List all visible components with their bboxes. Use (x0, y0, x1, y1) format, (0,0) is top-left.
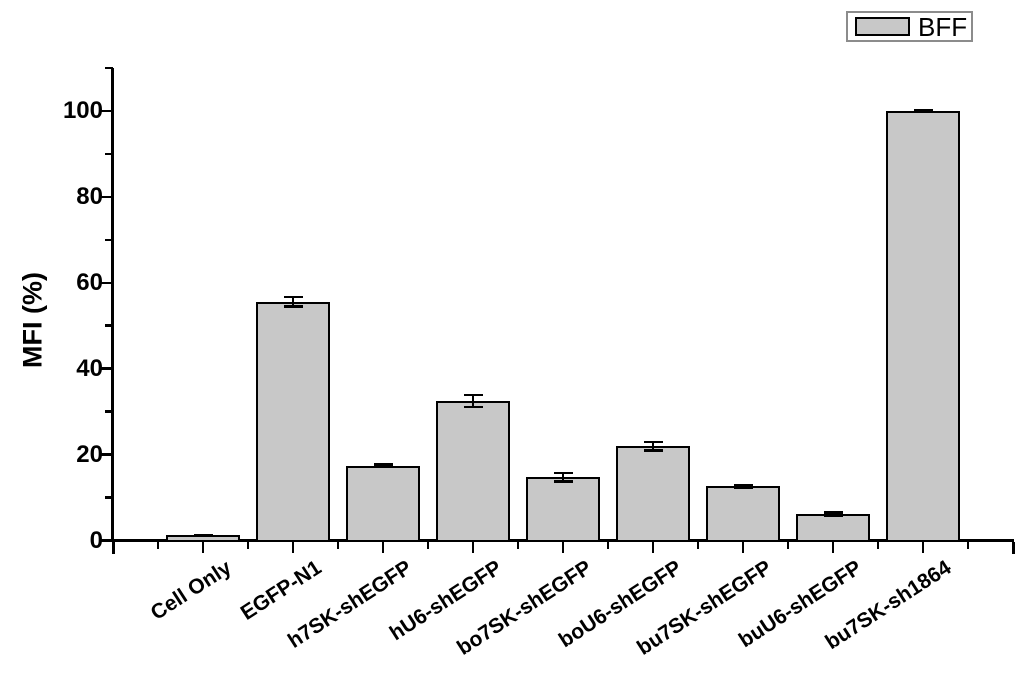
error-bar-cap-bottom (643, 449, 663, 452)
y-axis-line (110, 68, 114, 540)
y-major-tick (100, 195, 113, 199)
error-bar-cap-bottom (823, 514, 843, 518)
y-major-tick (100, 453, 113, 456)
x-minor-tick (786, 541, 790, 549)
error-bar-line (651, 442, 655, 451)
bar (886, 110, 960, 541)
error-bar-cap-bottom (283, 305, 303, 308)
x-minor-tick (426, 541, 430, 549)
x-major-tick (561, 541, 565, 553)
y-tick-label: 60 (76, 268, 103, 296)
x-major-tick (831, 541, 835, 553)
x-minor-tick (246, 541, 250, 549)
error-bar-line (561, 473, 565, 482)
bar (616, 446, 690, 541)
error-bar-line (291, 296, 295, 307)
legend: BFF (846, 11, 973, 42)
legend-swatch (855, 17, 910, 36)
x-minor-tick (516, 541, 520, 549)
y-tick-label: 100 (62, 96, 103, 124)
error-bar-cap-bottom (913, 110, 933, 114)
error-bar-cap-bottom (553, 480, 573, 483)
error-bar-cap-top (733, 483, 753, 487)
y-major-tick (100, 109, 113, 113)
error-bar-cap-top (283, 295, 303, 299)
error-bar-line (831, 512, 835, 516)
error-bar-cap-top (553, 471, 573, 475)
error-bar-cap-top (463, 393, 483, 397)
x-axis-line (110, 539, 1014, 542)
y-tick-label: 40 (76, 354, 103, 382)
x-major-tick (741, 541, 745, 553)
y-minor-tick (105, 152, 113, 156)
error-bar-cap-bottom (373, 465, 393, 469)
x-minor-tick (696, 541, 700, 549)
error-bar-line (471, 394, 475, 407)
x-minor-tick (606, 541, 610, 549)
x-end-tick (1011, 541, 1015, 554)
x-minor-tick (966, 541, 970, 549)
y-tick-label: 80 (76, 182, 103, 210)
bar (796, 514, 870, 541)
bar (256, 301, 330, 541)
x-end-tick (111, 541, 115, 554)
bar (706, 486, 780, 541)
x-major-tick (291, 541, 295, 553)
y-minor-tick (105, 324, 113, 327)
bar (526, 477, 600, 541)
error-bar-cap-top (373, 463, 393, 466)
error-bar-cap-bottom (463, 405, 483, 409)
y-minor-tick (105, 238, 113, 242)
bar (436, 400, 510, 541)
x-major-tick (921, 541, 925, 553)
x-major-tick (651, 541, 655, 553)
error-bar-cap-bottom (193, 534, 213, 538)
y-major-tick (100, 367, 113, 370)
x-major-tick (201, 541, 205, 553)
y-minor-tick (105, 410, 113, 413)
y-minor-tick (105, 496, 113, 499)
x-minor-tick (336, 541, 340, 549)
x-minor-tick (876, 541, 880, 549)
x-minor-tick (156, 541, 160, 549)
y-major-tick (100, 539, 113, 542)
error-bar-cap-top (823, 511, 843, 514)
y-tick-label: 0 (89, 526, 103, 554)
bar (346, 465, 420, 541)
error-bar-cap-bottom (733, 486, 753, 489)
y-tick-label: 20 (76, 440, 103, 468)
legend-series-label: BFF (918, 11, 968, 42)
x-category-label: Cell Only (146, 556, 236, 625)
error-bar-cap-top (643, 440, 663, 444)
error-bar-cap-top (913, 108, 933, 112)
x-major-tick (471, 541, 475, 553)
y-major-tick (100, 281, 113, 285)
error-bar-line (381, 464, 385, 468)
x-major-tick (381, 541, 385, 553)
y-minor-tick (105, 66, 113, 70)
error-bar-line (741, 485, 745, 488)
